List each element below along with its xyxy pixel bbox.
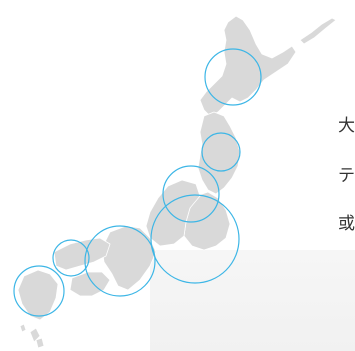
region-hokkaido bbox=[199, 15, 297, 117]
highlight-circle-hokkaido bbox=[204, 48, 262, 106]
highlight-circle-chugoku bbox=[52, 239, 90, 277]
highlight-circle-tohoku bbox=[201, 132, 241, 172]
side-text-line-3: 或 bbox=[338, 214, 355, 234]
highlight-circle-kanto bbox=[150, 194, 240, 284]
side-text-line-2: テ bbox=[338, 166, 355, 186]
region-tohoku bbox=[197, 111, 241, 195]
background-shade bbox=[150, 250, 355, 351]
region-chugoku bbox=[53, 237, 111, 271]
region-kinki bbox=[101, 225, 157, 291]
region-chubu bbox=[145, 179, 201, 247]
region-hokkaido-islands bbox=[299, 17, 337, 45]
highlight-circle-kyushu bbox=[13, 265, 65, 317]
region-islets bbox=[19, 323, 45, 349]
side-text-line-1: 大 bbox=[338, 116, 355, 136]
highlight-circle-kinki bbox=[84, 225, 156, 297]
region-kyushu bbox=[17, 269, 59, 321]
highlight-circle-niigata bbox=[162, 165, 220, 223]
